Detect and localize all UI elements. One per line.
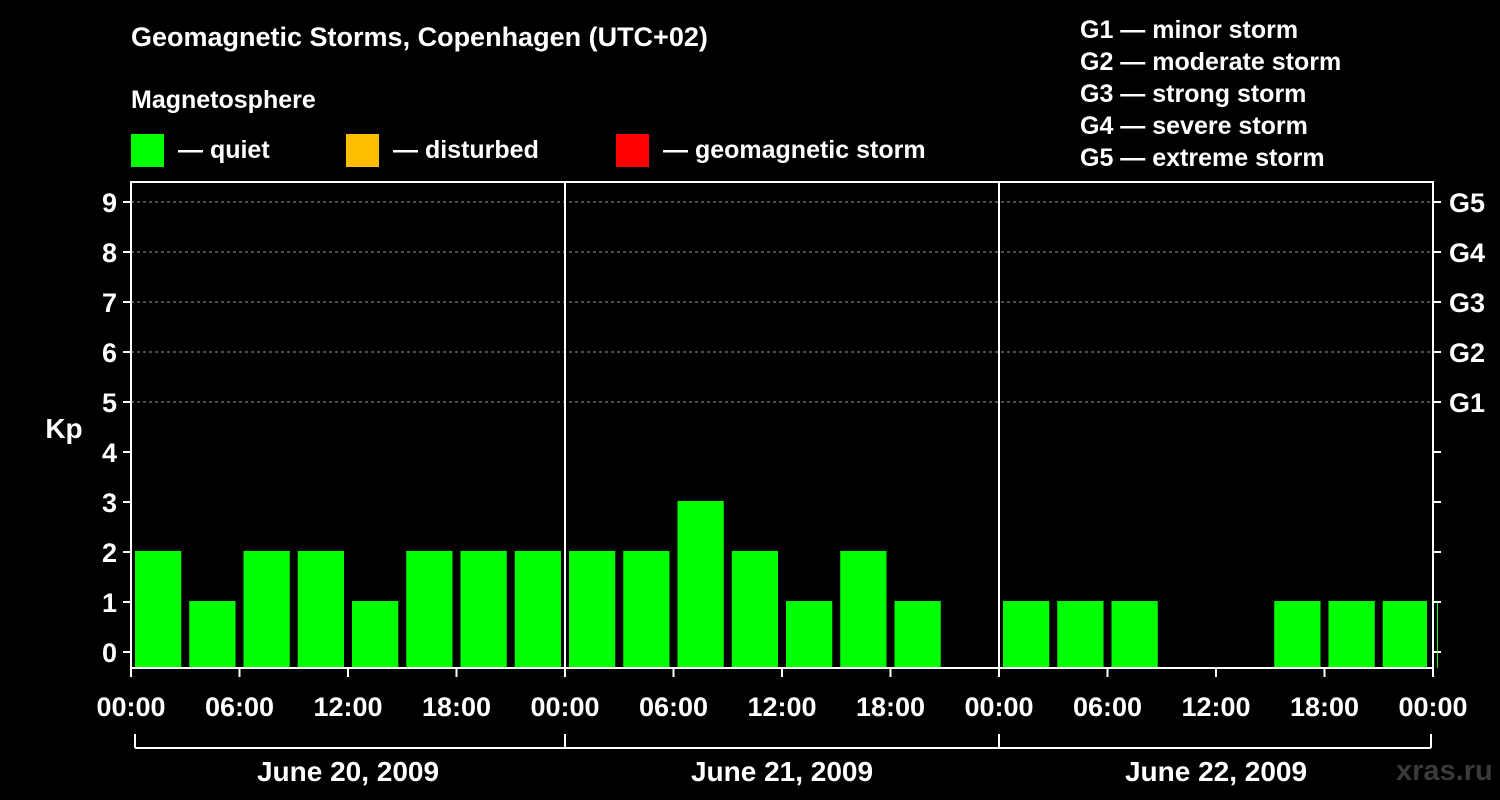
x-tick-label-1: 06:00: [205, 692, 274, 722]
y-tick-label-2: 2: [102, 538, 117, 568]
x-tick-label-3: 18:00: [422, 692, 491, 722]
x-tick-label-2: 12:00: [313, 692, 382, 722]
kp-bar-14: [894, 601, 941, 668]
y-tick-label-8: 8: [102, 238, 117, 268]
kp-bar-2: [243, 551, 290, 668]
y-tick-label-1: 1: [102, 588, 117, 618]
x-tick-label-5: 06:00: [639, 692, 708, 722]
kp-bar-6: [460, 551, 507, 668]
legend-item-storm: — geomagnetic storm: [616, 134, 926, 167]
g-scale-label-G1: G1: [1449, 388, 1485, 418]
kp-bar-24: [1437, 601, 1438, 668]
x-tick-label-8: 00:00: [964, 692, 1033, 722]
kp-bar-16: [1003, 601, 1050, 668]
day-label-0: June 20, 2009: [257, 756, 439, 787]
x-tick-label-12: 00:00: [1398, 692, 1467, 722]
kp-bar-23: [1382, 601, 1427, 668]
legend-swatch-quiet: [131, 134, 164, 167]
kp-bar-12: [786, 601, 833, 668]
x-tick-label-11: 18:00: [1290, 692, 1359, 722]
kp-bar-9: [623, 551, 670, 668]
kp-bar-3: [297, 551, 344, 668]
y-tick-label-7: 7: [102, 288, 117, 318]
day-label-2: June 22, 2009: [1125, 756, 1307, 787]
y-tick-label-9: 9: [102, 188, 117, 218]
kp-bar-17: [1057, 601, 1104, 668]
legend-swatch-disturbed: [346, 134, 379, 167]
legend-heading: Magnetosphere: [131, 86, 316, 114]
legend-label-disturbed: — disturbed: [393, 136, 539, 164]
g-scale-label-G4: G4: [1449, 238, 1485, 268]
x-tick-label-7: 18:00: [856, 692, 925, 722]
storm-scale-g1: G1 — minor storm: [1080, 16, 1299, 44]
kp-bar-0: [135, 551, 182, 668]
legend-item-quiet: — quiet: [131, 134, 270, 167]
kp-bar-7: [514, 551, 561, 668]
g-scale-label-G5: G5: [1449, 188, 1485, 218]
kp-bar-18: [1111, 601, 1158, 668]
watermark: xras.ru: [1396, 755, 1493, 787]
x-tick-label-9: 06:00: [1073, 692, 1142, 722]
kp-bar-5: [406, 551, 453, 668]
legend-label-quiet: — quiet: [178, 136, 270, 164]
kp-bar-11: [731, 551, 778, 668]
y-tick-label-0: 0: [102, 638, 117, 668]
storm-scale-g2: G2 — moderate storm: [1080, 48, 1342, 76]
x-tick-label-10: 12:00: [1181, 692, 1250, 722]
kp-bar-1: [189, 601, 236, 668]
kp-bar-13: [840, 551, 887, 668]
legend-label-storm: — geomagnetic storm: [663, 136, 926, 164]
y-tick-label-6: 6: [102, 338, 117, 368]
storm-scale-g5: G5 — extreme storm: [1080, 144, 1325, 172]
g-scale-label-G3: G3: [1449, 288, 1485, 318]
x-tick-label-6: 12:00: [747, 692, 816, 722]
x-tick-label-4: 00:00: [530, 692, 599, 722]
kp-bar-10: [677, 501, 724, 668]
kp-bar-22: [1328, 601, 1375, 668]
x-tick-label-0: 00:00: [96, 692, 165, 722]
storm-scale-g4: G4 — severe storm: [1080, 112, 1308, 140]
kp-bar-4: [352, 601, 399, 668]
kp-bar-21: [1274, 601, 1321, 668]
day-label-1: June 21, 2009: [691, 756, 873, 787]
y-tick-label-5: 5: [102, 388, 117, 418]
storm-scale-legend: G1 — minor storm G2 — moderate storm G3 …: [1080, 14, 1341, 174]
y-tick-label-3: 3: [102, 488, 117, 518]
y-axis-title: Kp: [45, 413, 82, 444]
y-tick-label-4: 4: [102, 438, 117, 468]
g-scale-label-G2: G2: [1449, 338, 1485, 368]
legend-item-disturbed: — disturbed: [346, 134, 539, 167]
kp-bar-8: [569, 551, 616, 668]
chart-title: Geomagnetic Storms, Copenhagen (UTC+02): [131, 22, 708, 52]
storm-scale-g3: G3 — strong storm: [1080, 80, 1307, 108]
legend-swatch-storm: [616, 134, 649, 167]
